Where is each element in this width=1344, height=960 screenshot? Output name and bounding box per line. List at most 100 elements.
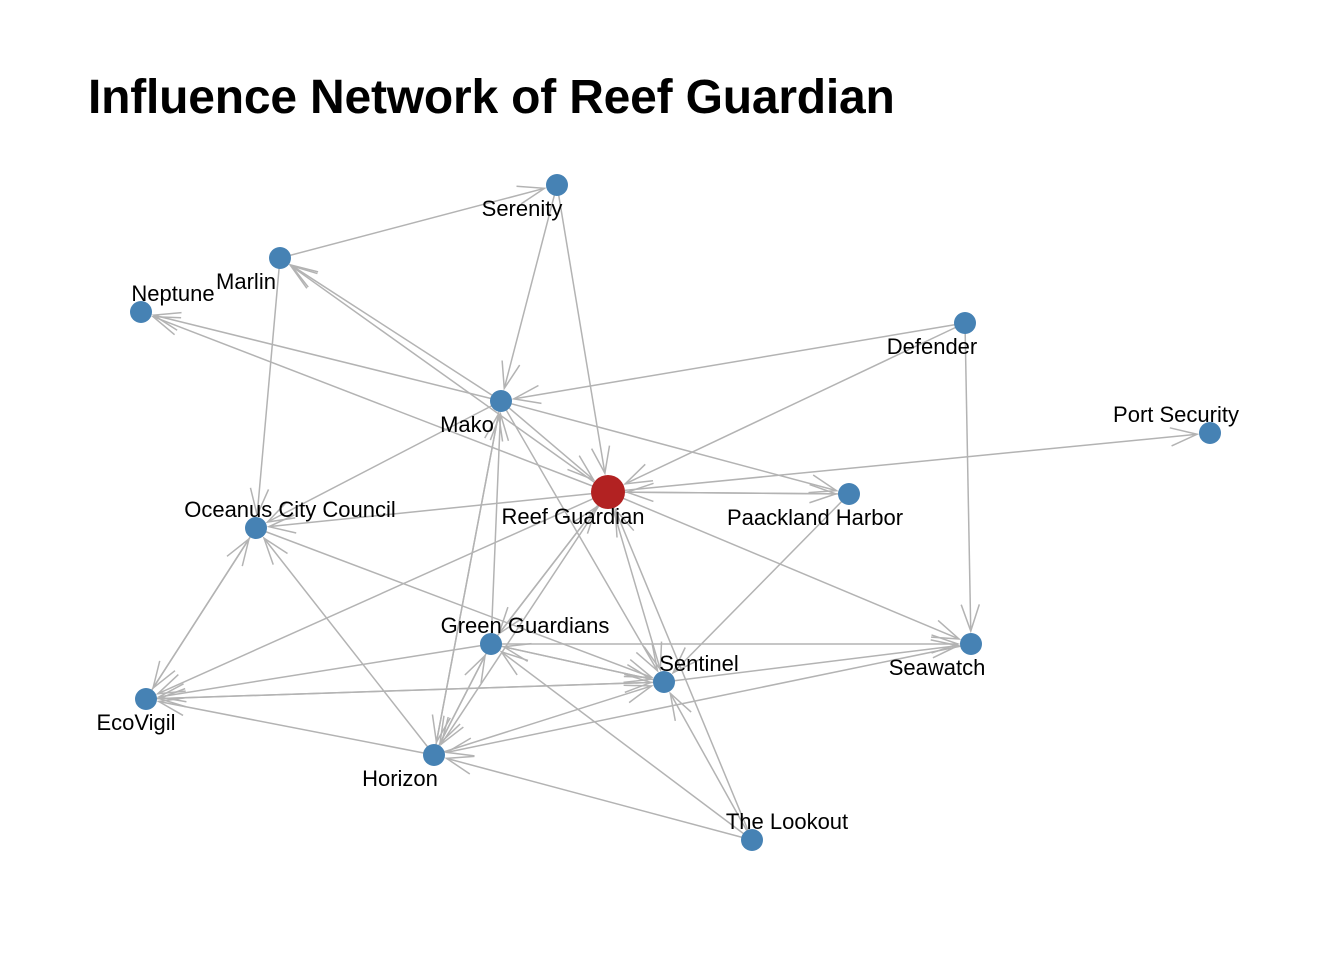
arrowhead [484, 411, 504, 442]
node-sentinel[interactable] [653, 671, 675, 693]
edge-mako-to-marlin [288, 263, 502, 402]
arrowhead [151, 311, 182, 331]
edge-horizon-to-mako [433, 411, 504, 756]
arrowhead [567, 455, 596, 482]
arrowhead [262, 536, 288, 565]
edge-lookout-to-green [499, 650, 753, 841]
edge-mako-to-oceanus [265, 400, 502, 524]
node-label-oceanus: Oceanus City Council [184, 497, 396, 522]
arrowhead [499, 650, 529, 676]
node-ecovigil[interactable] [135, 688, 157, 710]
node-port[interactable] [1199, 422, 1221, 444]
node-green[interactable] [480, 633, 502, 655]
arrowhead [265, 501, 296, 524]
node-horizon[interactable] [423, 744, 445, 766]
arrowhead [635, 643, 659, 673]
edge-horizon-to-oceanus [262, 536, 435, 756]
node-oceanus[interactable] [245, 517, 267, 539]
arrowhead [249, 487, 270, 518]
edge-seawatch-to-horizon [444, 643, 972, 757]
arrowhead [156, 687, 186, 708]
node-label-marlin: Marlin [216, 269, 276, 294]
edge-horizon-to-ecovigil [156, 696, 435, 756]
edge-lookout-to-horizon [444, 755, 753, 841]
node-label-lookout: The Lookout [726, 809, 848, 834]
arrowhead [671, 647, 699, 675]
arrowhead [960, 604, 981, 634]
arrowhead [444, 737, 475, 757]
edge-mako-to-paackland [500, 400, 839, 494]
node-marlin[interactable] [269, 247, 291, 269]
arrowhead [288, 264, 318, 289]
node-seawatch[interactable] [960, 633, 982, 655]
node-layer [130, 174, 1221, 851]
node-label-serenity: Serenity [482, 196, 563, 221]
node-label-reef: Reef Guardian [501, 504, 644, 529]
edge-green-to-ecovigil [156, 643, 492, 703]
node-reef[interactable] [591, 475, 625, 509]
edge-defender-to-seawatch [960, 322, 981, 634]
node-label-seawatch: Seawatch [889, 655, 986, 680]
chart-title: Influence Network of Reef Guardian [88, 71, 895, 124]
node-serenity[interactable] [546, 174, 568, 196]
node-label-sentinel: Sentinel [659, 651, 739, 676]
arrowhead [590, 445, 611, 476]
arrowhead [226, 536, 251, 567]
edge-lookout-to-sentinel [669, 691, 753, 841]
node-neptune[interactable] [130, 301, 152, 323]
edge-sentinel-to-seawatch [663, 639, 961, 683]
node-mako[interactable] [490, 390, 512, 412]
edge-horizon-to-sentinel [433, 684, 654, 756]
edge-layer [145, 184, 1200, 841]
arrowhead [444, 755, 475, 775]
arrowhead [930, 639, 961, 659]
edge-lookout-to-reef [614, 507, 753, 841]
arrowhead [150, 315, 182, 336]
edge-paackland-to-sentinel [671, 493, 850, 675]
arrowhead [1169, 427, 1200, 447]
arrowhead [511, 384, 542, 405]
arrowhead [501, 360, 521, 391]
edge-green-to-mako [489, 411, 510, 645]
node-label-ecovigil: EcoVigil [96, 710, 175, 735]
edge-green-to-reef [490, 505, 598, 645]
edge-mako-to-reef [500, 400, 596, 482]
arrowhead [669, 691, 692, 722]
arrowhead [516, 185, 547, 205]
edge-mako-to-neptune [151, 311, 502, 402]
arrowhead [623, 684, 654, 704]
arrowhead [624, 482, 654, 503]
edge-serenity-to-reef [556, 184, 611, 476]
node-label-defender: Defender [887, 334, 978, 359]
edge-marlin-to-oceanus [249, 257, 281, 518]
edge-reef-to-neptune [150, 315, 609, 493]
edge-defender-to-reef [623, 322, 966, 485]
node-label-green: Green Guardians [441, 613, 610, 638]
edge-sentinel-to-green [501, 642, 665, 683]
edge-serenity-to-mako [501, 184, 558, 391]
arrowhead [623, 463, 654, 485]
node-label-mako: Mako [440, 412, 494, 437]
arrowhead [808, 474, 839, 494]
node-label-neptune: Neptune [131, 281, 214, 306]
node-label-horizon: Horizon [362, 766, 438, 791]
node-defender[interactable] [954, 312, 976, 334]
arrowhead [614, 507, 635, 538]
edge-ecovigil-to-oceanus [145, 536, 251, 700]
edge-marlin-to-serenity [279, 185, 547, 259]
edge-horizon-to-green [433, 653, 487, 756]
arrowhead [572, 505, 598, 534]
edge-defender-to-mako [511, 322, 966, 405]
node-paackland[interactable] [838, 483, 860, 505]
arrowhead [156, 683, 187, 703]
arrowhead [464, 653, 487, 684]
edge-reef-to-marlin [288, 264, 609, 493]
arrowhead [643, 641, 663, 672]
arrowhead [489, 411, 510, 442]
edge-sentinel-to-ecovigil [156, 681, 665, 708]
edge-paackland-to-reef [624, 482, 850, 503]
arrowhead [156, 696, 187, 717]
node-lookout[interactable] [741, 829, 763, 851]
